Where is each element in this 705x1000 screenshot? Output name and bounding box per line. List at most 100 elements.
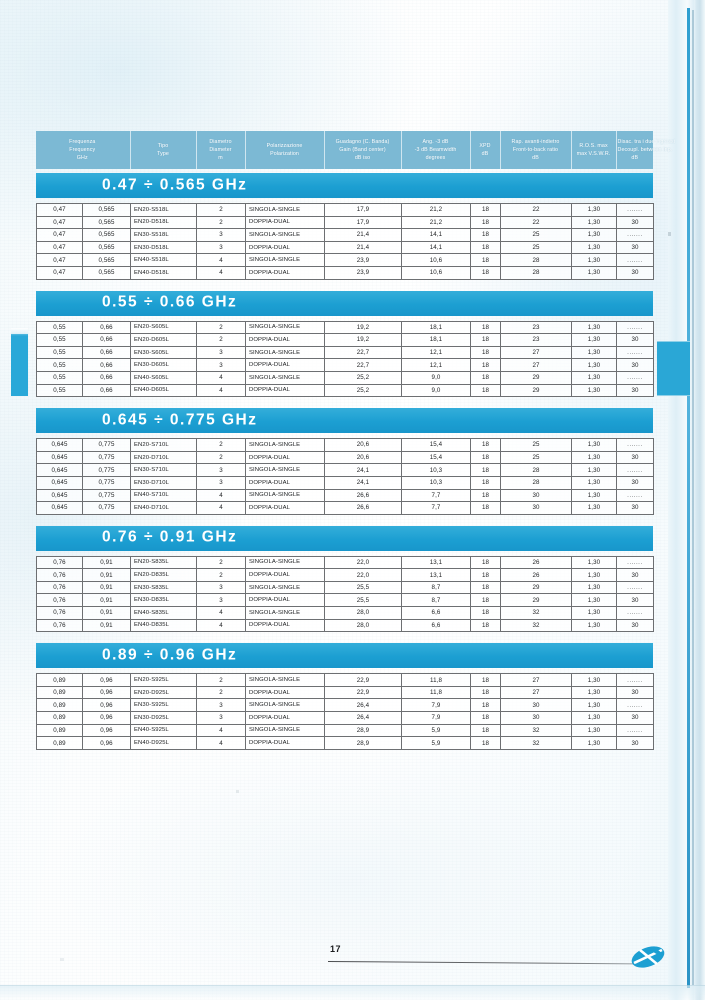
cell-beamwidth: 14,1 — [401, 240, 471, 255]
band-banner: 0.55 ÷ 0.66 GHz — [36, 290, 653, 316]
cell-gain: 21,4 — [324, 228, 402, 242]
cell-xpd: 18 — [470, 711, 501, 725]
band-section: 0.76 ÷ 0.91 GHz 0,76 0,91 EN20-S835L 2 SINGOL… — [36, 525, 654, 633]
cell-vswr: 1,30 — [571, 358, 617, 372]
cell-freq-max: 0,775 — [82, 501, 131, 515]
table-row: 0,89 0,96 EN20-D925L 2 DOPPIA-DUAL 22,9 11,8 18… — [36, 685, 654, 700]
cell-freq-min: 0,47 — [36, 215, 83, 230]
cell-beamwidth: 7,9 — [401, 698, 471, 713]
cell-freq-min: 0,55 — [36, 345, 83, 360]
cell-diameter: 4 — [196, 618, 246, 633]
band-banner-label: 0.89 ÷ 0.96 GHz — [102, 646, 238, 664]
cell-front-to-back: 32 — [500, 736, 572, 750]
cell-gain: 22,0 — [324, 555, 402, 570]
cell-freq-max: 0,91 — [82, 606, 131, 620]
cell-decoupling: 30 — [616, 618, 654, 633]
cell-beamwidth: 6,6 — [401, 618, 471, 633]
cell-vswr: 1,30 — [571, 501, 617, 515]
cell-beamwidth: 13,1 — [401, 568, 471, 582]
table-row: 0,645 0,775 EN40-S710L 4 SINGOLA-SINGLE 26,6 7… — [36, 488, 654, 503]
cell-vswr: 1,30 — [571, 383, 617, 398]
cell-decoupling: ....... — [616, 580, 654, 595]
cell-xpd: 18 — [470, 463, 501, 477]
cell-gain: 28,0 — [324, 606, 402, 620]
cell-freq-max: 0,66 — [82, 333, 131, 347]
cell-polarization: SINGOLA-SINGLE — [245, 438, 325, 452]
cell-type: EN40-S925L — [130, 723, 197, 738]
cell-xpd: 18 — [470, 383, 501, 398]
spine-shadow — [694, 0, 705, 1000]
cell-beamwidth: 7,7 — [401, 488, 471, 503]
cell-xpd: 18 — [470, 228, 501, 242]
cell-gain: 25,2 — [324, 370, 402, 385]
cell-decoupling: 30 — [616, 450, 654, 465]
cell-vswr: 1,30 — [571, 711, 617, 725]
cell-vswr: 1,30 — [571, 593, 617, 608]
cell-freq-min: 0,89 — [36, 723, 83, 738]
cell-diameter: 4 — [196, 383, 246, 398]
cell-vswr: 1,30 — [571, 203, 617, 217]
cell-polarization: DOPPIA-DUAL — [245, 475, 325, 490]
table-row: 0,76 0,91 EN40-S835L 4 SINGOLA-SINGLE 28,0 6,6… — [36, 606, 654, 620]
cell-type: EN20-D605L — [130, 333, 197, 347]
cell-gain: 26,4 — [324, 698, 402, 713]
cell-beamwidth: 15,4 — [401, 450, 471, 465]
spine-secondary-line — [692, 10, 694, 985]
cell-vswr: 1,30 — [571, 475, 617, 490]
cell-gain: 20,6 — [324, 438, 402, 452]
cell-freq-max: 0,775 — [82, 488, 131, 503]
cell-decoupling: 30 — [616, 358, 654, 372]
header-polarization: Polarizzazione Polarization — [245, 131, 325, 169]
cell-xpd: 18 — [470, 215, 501, 230]
cell-front-to-back: 25 — [500, 438, 572, 452]
cell-diameter: 4 — [196, 723, 246, 738]
cell-front-to-back: 27 — [500, 685, 572, 700]
cell-freq-min: 0,47 — [36, 253, 83, 267]
cell-vswr: 1,30 — [571, 698, 617, 713]
cell-freq-max: 0,775 — [82, 450, 131, 465]
header-xpd: XPD dB — [470, 131, 501, 169]
cell-freq-min: 0,47 — [36, 240, 83, 255]
cell-freq-max: 0,96 — [82, 723, 131, 738]
cell-type: EN30-S925L — [130, 698, 197, 713]
cell-freq-min: 0,76 — [36, 593, 83, 608]
cell-beamwidth: 10,3 — [401, 463, 471, 477]
cell-xpd: 18 — [470, 358, 501, 372]
cell-polarization: DOPPIA-DUAL — [245, 358, 325, 372]
cell-decoupling: ....... — [616, 488, 654, 503]
table-row: 0,76 0,91 EN20-D835L 2 DOPPIA-DUAL 22,0 13,1 18… — [36, 568, 654, 582]
cell-type: EN20-S835L — [130, 555, 197, 570]
cell-freq-max: 0,91 — [82, 593, 131, 608]
band-section: 0.89 ÷ 0.96 GHz 0,89 0,96 EN20-S925L 2 SINGOL… — [36, 643, 654, 750]
cell-diameter: 3 — [196, 240, 246, 255]
cell-gain: 26,6 — [324, 501, 402, 515]
cell-vswr: 1,30 — [571, 736, 617, 750]
cell-front-to-back: 28 — [500, 463, 572, 477]
cell-diameter: 4 — [196, 606, 246, 620]
cell-beamwidth: 7,7 — [401, 501, 471, 515]
cell-xpd: 18 — [470, 475, 501, 490]
cell-diameter: 2 — [196, 555, 246, 570]
table-row: 0,76 0,91 EN30-D835L 3 DOPPIA-DUAL 25,5 8,7 18 2… — [36, 593, 654, 608]
cell-beamwidth: 11,8 — [401, 673, 471, 687]
cell-type: EN20-D835L — [130, 568, 197, 582]
header-frequency: Frequenza Frequency GHz — [36, 131, 131, 169]
cell-front-to-back: 32 — [500, 723, 572, 738]
cell-xpd: 18 — [470, 501, 501, 515]
cell-xpd: 18 — [470, 488, 501, 503]
cell-front-to-back: 28 — [500, 475, 572, 490]
cell-freq-min: 0,47 — [36, 265, 83, 280]
cell-vswr: 1,30 — [571, 215, 617, 230]
cell-diameter: 2 — [196, 333, 246, 347]
cell-decoupling: ....... — [616, 698, 654, 713]
cell-diameter: 2 — [196, 438, 246, 452]
cell-type: EN20-D518L — [130, 215, 197, 230]
cell-polarization: SINGOLA-SINGLE — [245, 370, 325, 385]
table-row: 0,47 0,565 EN30-D518L 3 DOPPIA-DUAL 21,4 14,1 1… — [36, 240, 654, 255]
cell-polarization: DOPPIA-DUAL — [245, 736, 325, 750]
cell-gain: 23,9 — [324, 265, 402, 280]
table-row: 0,47 0,565 EN20-S518L 2 SINGOLA-SINGLE 17,9 21… — [36, 203, 654, 217]
cell-freq-min: 0,89 — [36, 698, 83, 713]
table-row: 0,645 0,775 EN40-D710L 4 DOPPIA-DUAL 26,6 7,7 1… — [36, 501, 654, 515]
cell-diameter: 3 — [196, 580, 246, 595]
